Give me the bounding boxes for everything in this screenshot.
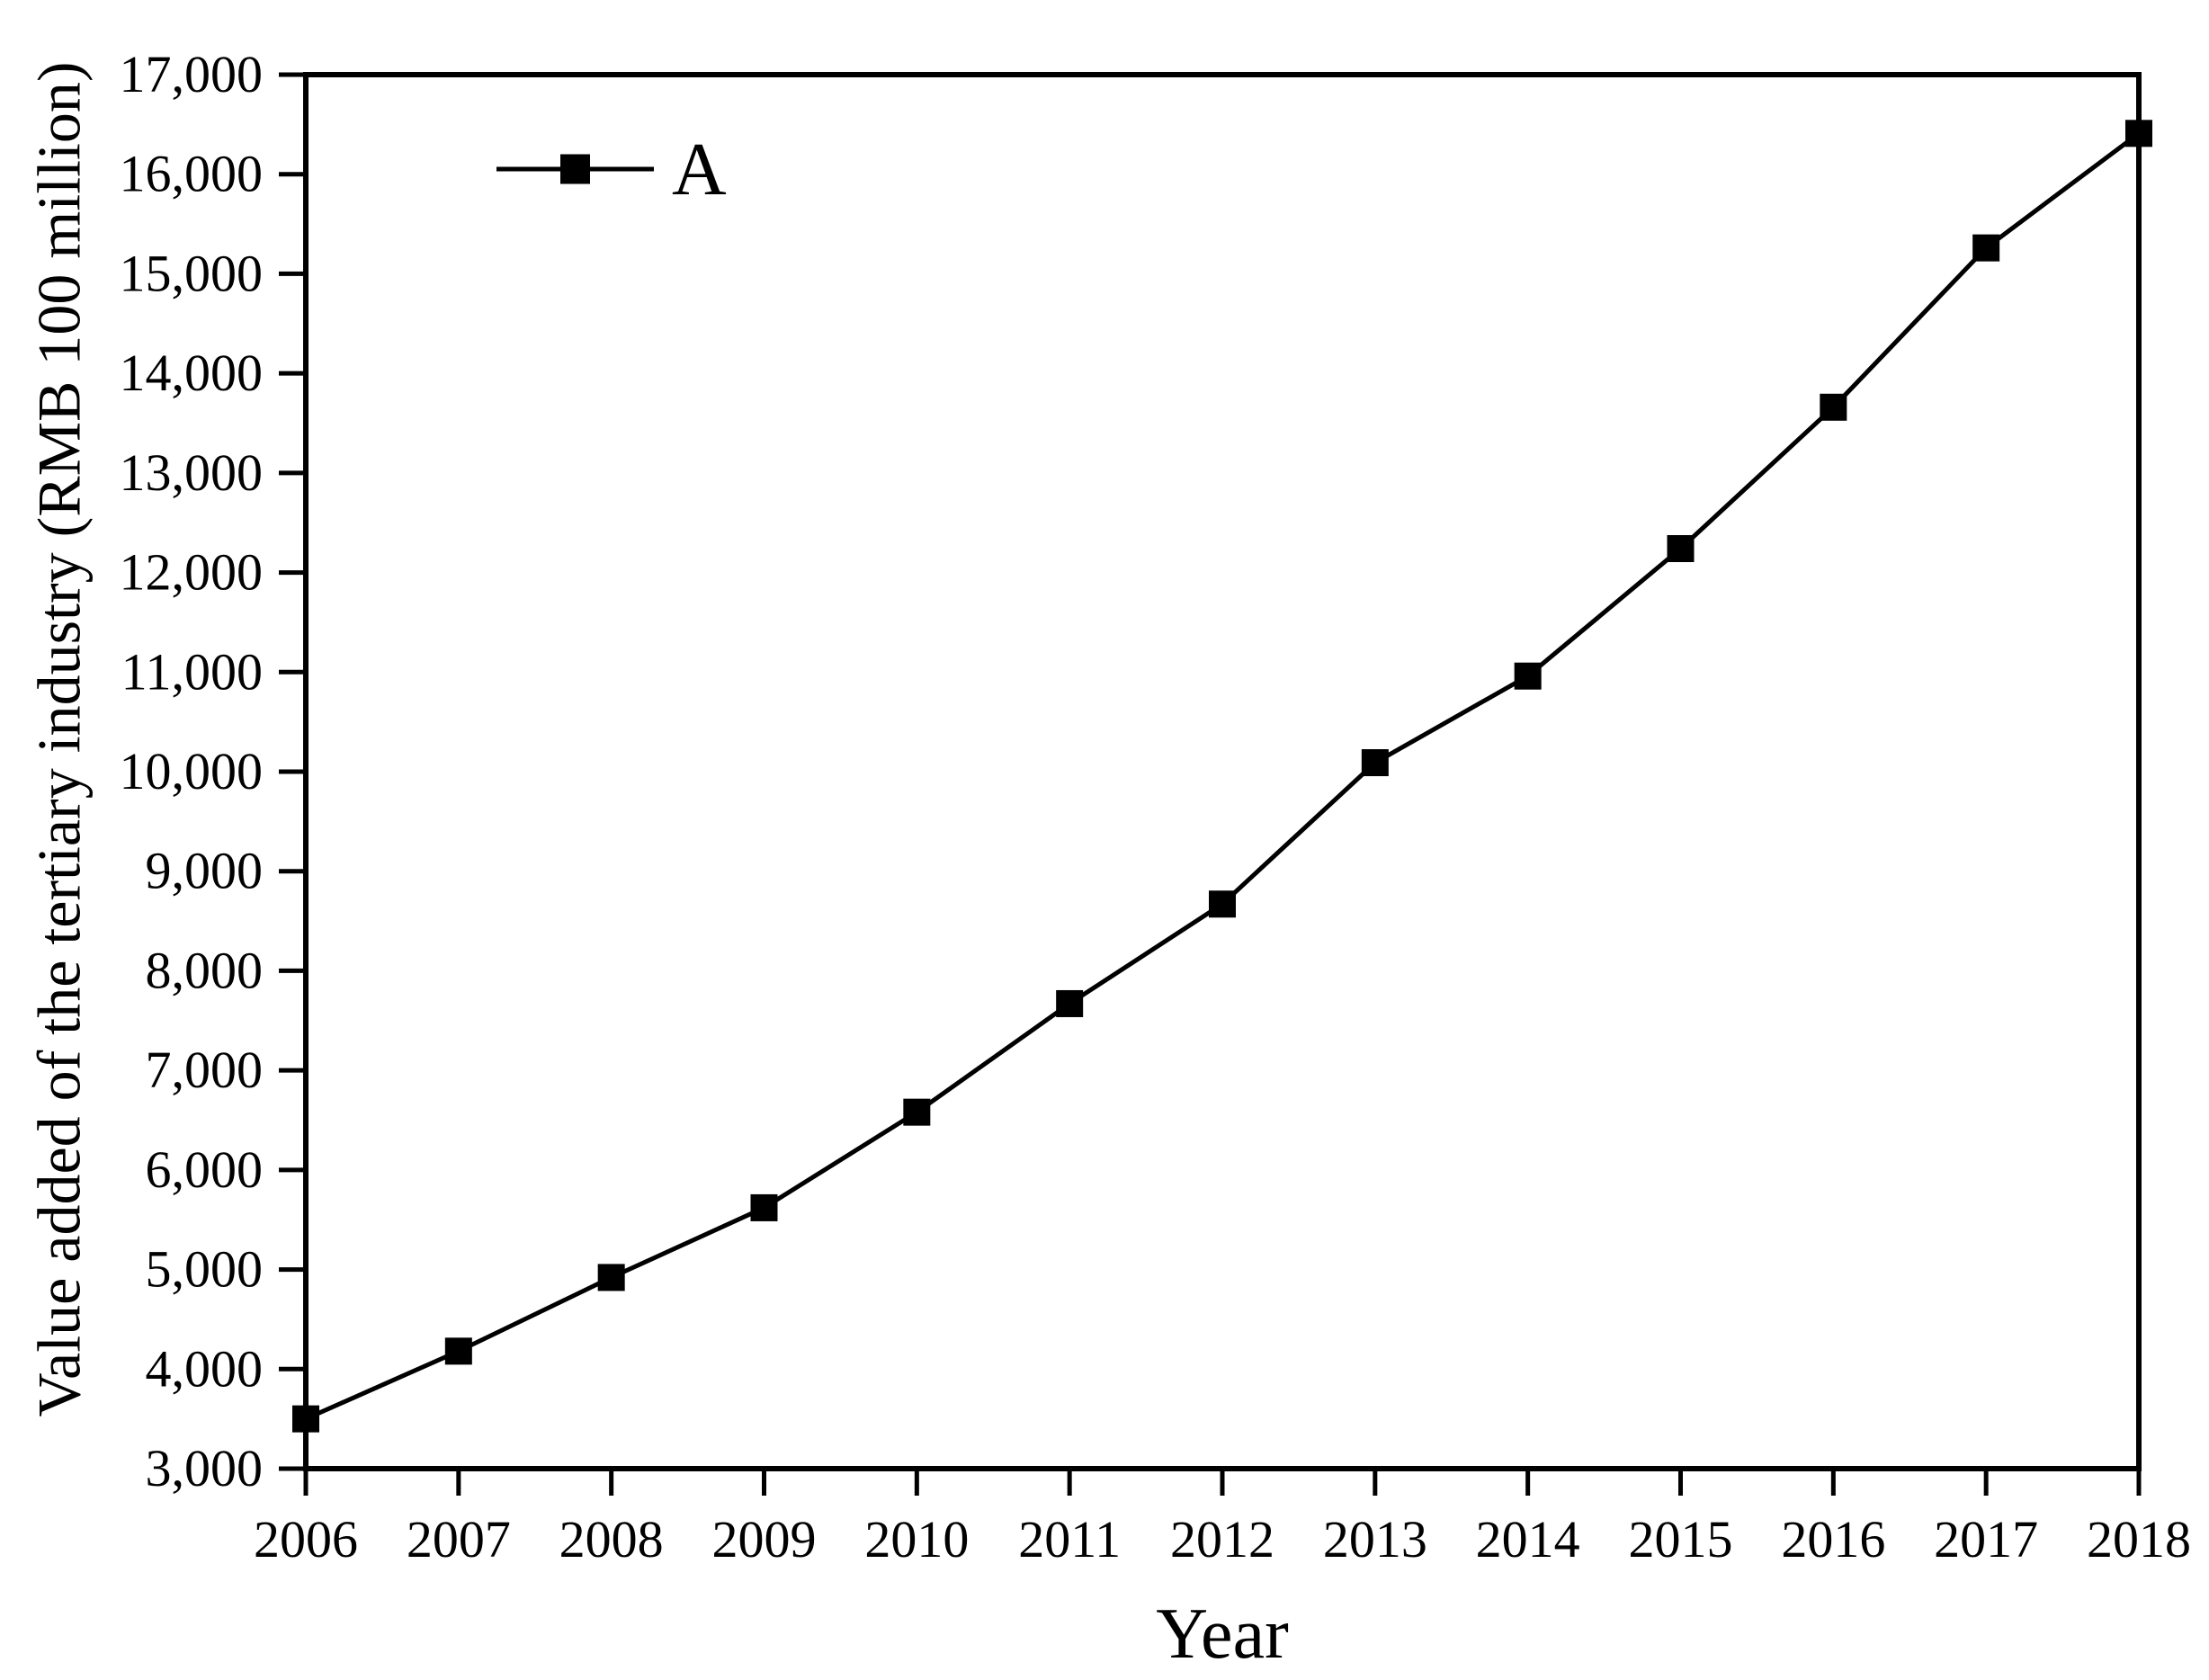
data-point-marker — [1209, 890, 1236, 918]
y-tick-label: 12,000 — [120, 543, 264, 602]
x-tick-label: 2014 — [1476, 1510, 1580, 1568]
data-point-marker — [1820, 393, 1847, 421]
data-point-marker — [1667, 535, 1695, 562]
legend-marker-icon — [560, 154, 590, 184]
x-tick-label: 2015 — [1629, 1510, 1733, 1568]
y-tick-label: 10,000 — [120, 742, 264, 800]
data-point-marker — [1972, 234, 2000, 262]
y-tick-label: 7,000 — [146, 1041, 264, 1099]
data-point-marker — [1056, 989, 1084, 1017]
legend-label: A — [672, 128, 727, 211]
data-point-marker — [903, 1098, 931, 1126]
data-point-marker — [444, 1337, 472, 1365]
data-point-marker — [750, 1193, 778, 1221]
y-tick-label: 15,000 — [120, 244, 264, 302]
data-point-marker — [597, 1264, 625, 1291]
x-tick-label: 2013 — [1323, 1510, 1427, 1568]
x-tick-label: 2016 — [1781, 1510, 1885, 1568]
x-tick-label: 2009 — [712, 1510, 817, 1568]
y-tick-label: 8,000 — [146, 941, 264, 999]
y-tick-label: 11,000 — [121, 642, 263, 701]
data-point-marker — [1514, 662, 1542, 690]
x-tick-label: 2018 — [2087, 1510, 2191, 1568]
y-axis-title: Value added of the tertiary industry (RM… — [24, 61, 94, 1417]
data-point-marker — [2125, 120, 2152, 147]
y-tick-label: 4,000 — [146, 1339, 264, 1398]
y-tick-label: 6,000 — [146, 1140, 264, 1199]
data-point-marker — [1361, 749, 1389, 777]
x-tick-label: 2006 — [254, 1510, 358, 1568]
y-tick-label: 9,000 — [146, 842, 264, 900]
x-tick-label: 2012 — [1170, 1510, 1274, 1568]
y-tick-label: 17,000 — [120, 45, 264, 103]
data-line — [304, 131, 2141, 1421]
y-tick-label: 5,000 — [146, 1240, 264, 1299]
x-tick-label: 2010 — [864, 1510, 969, 1568]
y-tick-label: 16,000 — [120, 145, 264, 203]
y-tick-label: 13,000 — [120, 443, 264, 502]
x-tick-label: 2008 — [559, 1510, 664, 1568]
y-tick-label: 3,000 — [146, 1439, 264, 1497]
x-axis-title: Year — [1156, 1595, 1289, 1674]
x-tick-label: 2017 — [1934, 1510, 2038, 1568]
plot-frame — [303, 72, 2142, 1471]
x-tick-label: 2011 — [1018, 1510, 1121, 1568]
y-tick-label: 14,000 — [120, 344, 264, 402]
data-point-marker — [292, 1405, 319, 1433]
x-tick-label: 2007 — [407, 1510, 511, 1568]
